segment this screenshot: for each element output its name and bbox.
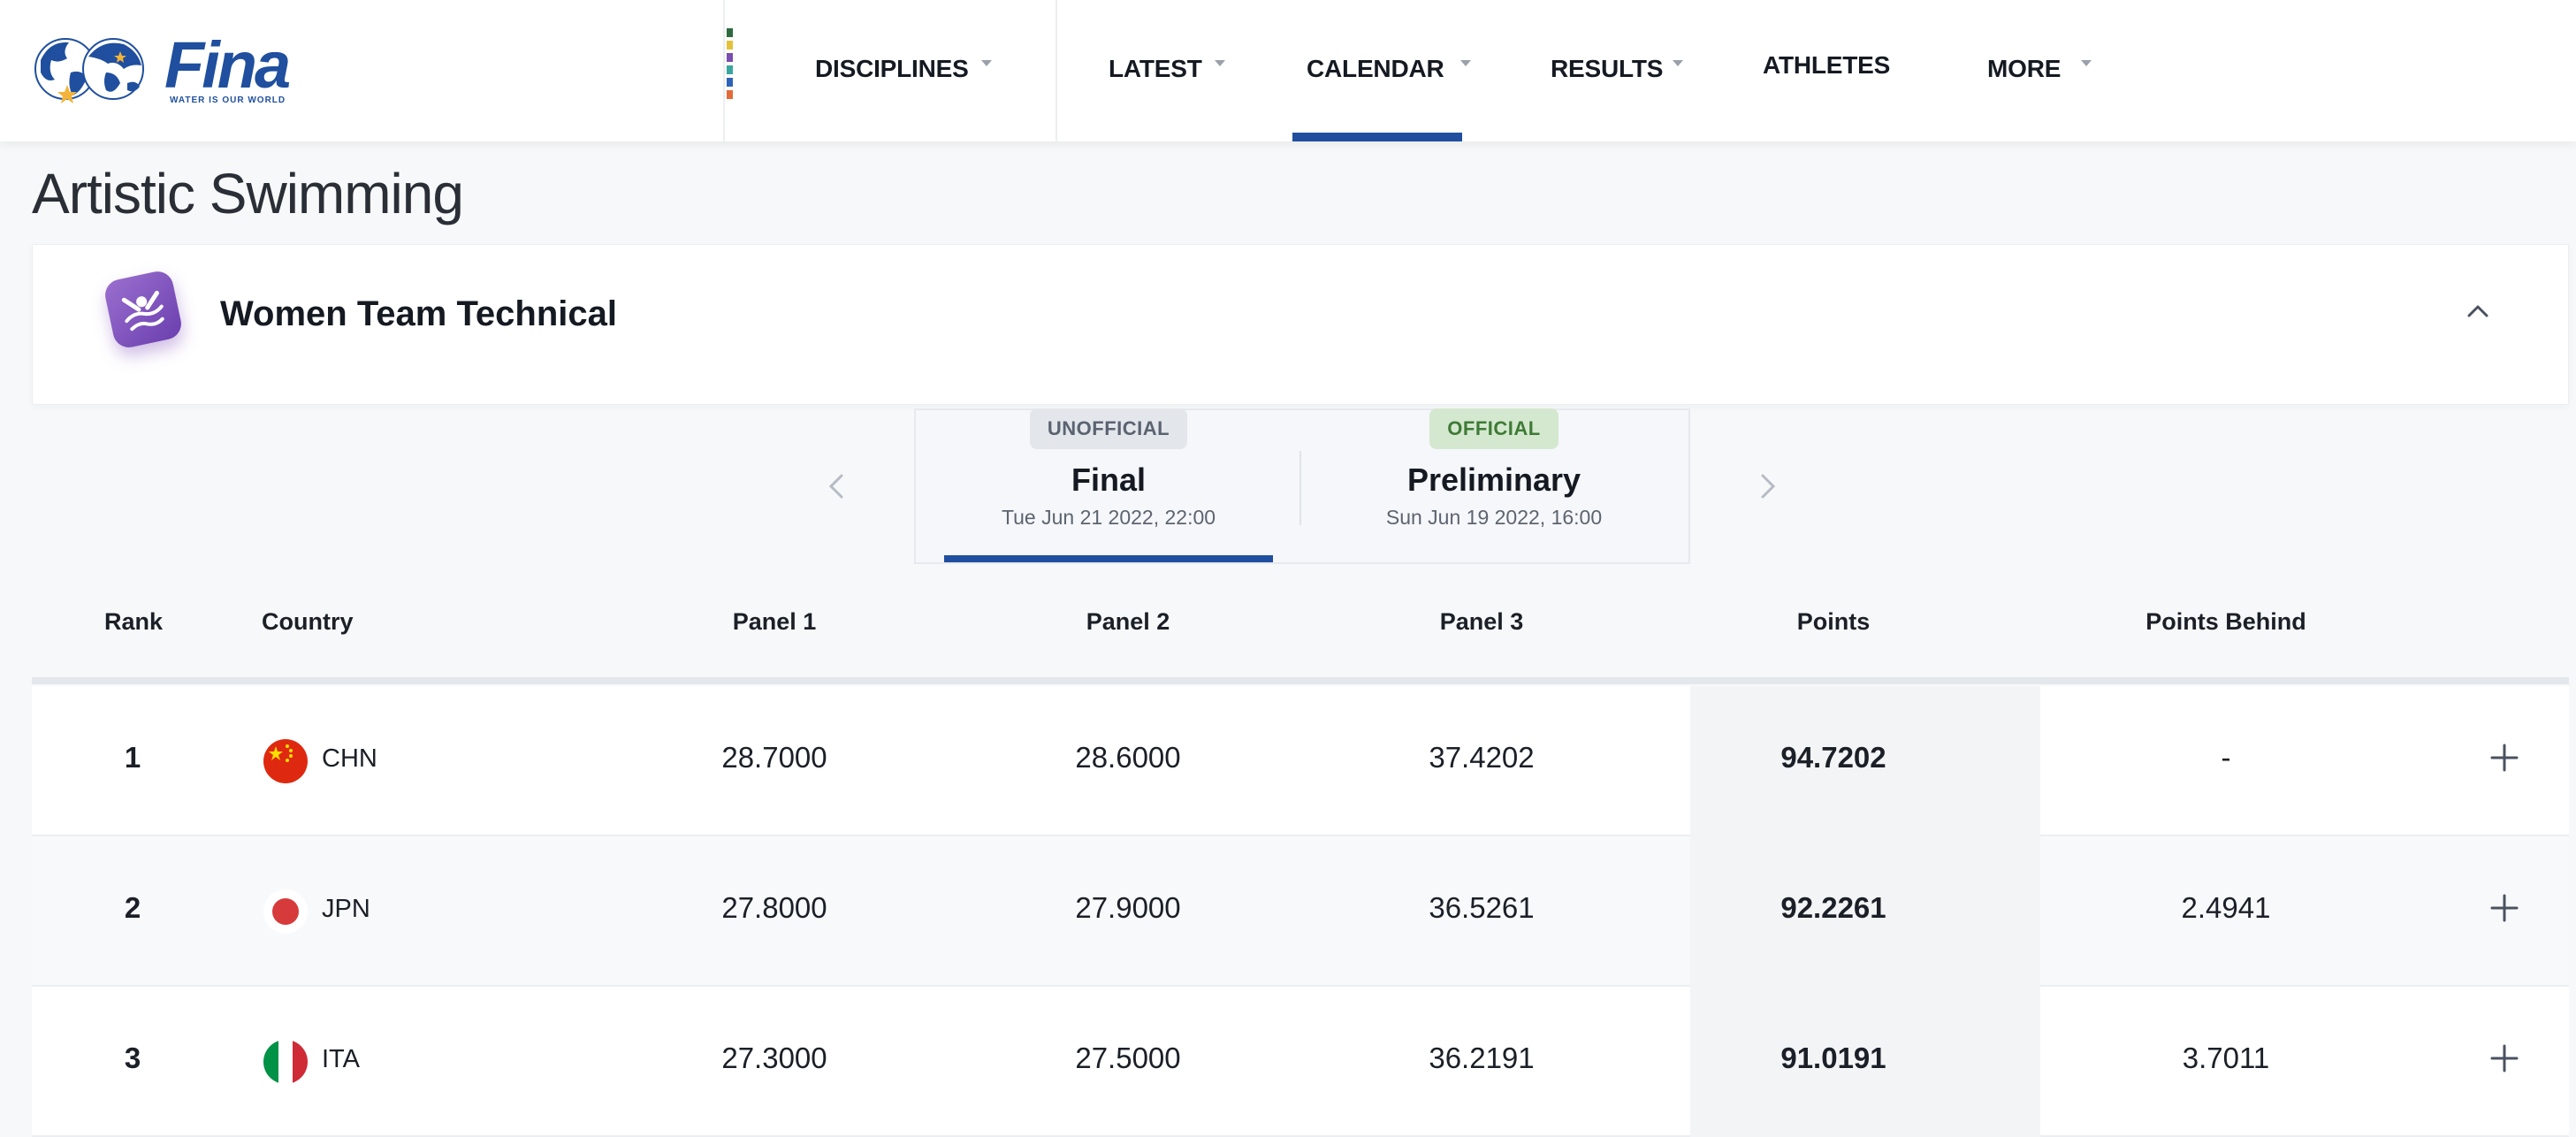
column-header-rank: Rank (104, 608, 164, 635)
flag-chn-icon (263, 739, 308, 783)
page-title: Artistic Swimming (32, 162, 464, 225)
site-header: Fina WATER IS OUR WORLD DISCIPLINES LATE… (0, 0, 2576, 141)
phase-tab-final[interactable]: UNOFFICIAL Final Tue Jun 21 2022, 22:00 (923, 408, 1294, 530)
plus-icon[interactable] (2489, 743, 2519, 773)
panel3-cell: 36.5261 (1429, 891, 1535, 924)
nav-disciplines[interactable]: DISCIPLINES (815, 55, 969, 82)
chevron-down-icon[interactable] (1215, 60, 1225, 66)
stripe-segment (727, 90, 733, 99)
column-header-points-behind: Points Behind (2145, 608, 2306, 635)
chevron-down-icon[interactable] (1673, 60, 1683, 66)
rank-cell: 3 (124, 1042, 141, 1074)
phase-tab-preliminary[interactable]: OFFICIAL Preliminary Sun Jun 19 2022, 16… (1308, 408, 1680, 530)
fina-logo[interactable]: Fina WATER IS OUR WORLD (32, 28, 291, 110)
panel3-cell: 36.2191 (1429, 1042, 1535, 1074)
flag-ita-icon (263, 1040, 308, 1084)
panel2-cell: 28.6000 (1075, 741, 1181, 774)
plus-icon[interactable] (2489, 893, 2519, 923)
chevron-down-icon[interactable] (1460, 60, 1471, 66)
active-nav-indicator (1292, 133, 1462, 141)
stripe-segment (727, 28, 733, 37)
nav-athletes[interactable]: ATHLETES (1763, 51, 1891, 79)
rank-cell: 2 (124, 891, 141, 924)
nav-divider (1056, 0, 1057, 141)
phase-divider (1299, 451, 1301, 525)
phase-name: Preliminary (1406, 462, 1581, 498)
phase-date: Tue Jun 21 2022, 22:00 (1001, 506, 1216, 529)
country-code: ITA (322, 1045, 360, 1073)
stripe-segment (727, 53, 733, 62)
points-column-highlight (1690, 686, 2040, 836)
event-card[interactable]: Women Team Technical (32, 244, 2569, 405)
panel1-cell: 27.8000 (721, 891, 827, 924)
column-header-panel3: Panel 3 (1439, 608, 1524, 635)
table-row[interactable]: 2 JPN 27.8000 27.9000 36.5261 92.2261 2.… (32, 836, 2569, 987)
points-behind-cell: 3.7011 (2182, 1042, 2270, 1074)
points-behind-cell: 2.4941 (2181, 891, 2271, 924)
panel3-cell: 37.4202 (1429, 741, 1535, 774)
globe-icon (34, 38, 144, 103)
points-cell: 91.0191 (1780, 1042, 1886, 1074)
country-code: JPN (322, 895, 370, 923)
country-code: CHN (322, 744, 377, 773)
logo-tagline: WATER IS OUR WORLD (170, 95, 286, 105)
logo-wordmark: Fina (164, 28, 291, 102)
chevron-down-icon[interactable] (981, 60, 992, 66)
points-cell: 92.2261 (1780, 891, 1886, 924)
status-badge: OFFICIAL (1429, 408, 1559, 449)
flag-jpn-icon (263, 889, 308, 934)
phase-name: Final (1071, 462, 1146, 498)
points-behind-cell: - (2221, 741, 2231, 774)
panel1-cell: 27.3000 (721, 1042, 827, 1074)
table-row[interactable]: 3 ITA 27.3000 27.5000 36.2191 91.0191 3.… (32, 987, 2569, 1137)
nav-more[interactable]: MORE (1987, 55, 2062, 82)
rank-cell: 1 (124, 741, 141, 774)
table-row[interactable]: 1 CHN 28.7000 28.6000 37.4202 94.7202 - (32, 686, 2569, 836)
phase-date: Sun Jun 19 2022, 16:00 (1385, 506, 1603, 529)
event-name: Women Team Technical (220, 294, 618, 333)
panel2-cell: 27.9000 (1075, 891, 1181, 924)
nav-latest[interactable]: LATEST (1109, 55, 1202, 82)
points-column-highlight (1690, 836, 2040, 987)
chevron-up-icon[interactable] (2465, 300, 2490, 324)
stripe-segment (727, 65, 733, 74)
table-header-divider (32, 677, 2569, 684)
plus-icon[interactable] (2489, 1043, 2519, 1073)
chevron-left-icon[interactable] (826, 469, 847, 504)
points-column-highlight (1690, 987, 2040, 1137)
chevron-right-icon[interactable] (1757, 469, 1779, 504)
active-phase-indicator (944, 555, 1273, 562)
brand-color-stripe (727, 28, 733, 113)
nav-calendar[interactable]: CALENDAR (1307, 55, 1444, 82)
panel2-cell: 27.5000 (1075, 1042, 1181, 1074)
chevron-down-icon[interactable] (2081, 60, 2092, 66)
column-header-panel2: Panel 2 (1086, 608, 1170, 635)
panel1-cell: 28.7000 (721, 741, 827, 774)
nav-results[interactable]: RESULTS (1551, 55, 1664, 82)
artistic-swimming-icon (102, 268, 185, 351)
stripe-segment (727, 41, 733, 50)
nav-divider (723, 0, 725, 141)
column-header-points: Points (1796, 608, 1871, 635)
stripe-segment (727, 78, 733, 87)
column-header-country: Country (262, 608, 354, 635)
status-badge: UNOFFICIAL (1029, 408, 1188, 449)
column-header-panel1: Panel 1 (732, 608, 817, 635)
points-cell: 94.7202 (1780, 741, 1886, 774)
